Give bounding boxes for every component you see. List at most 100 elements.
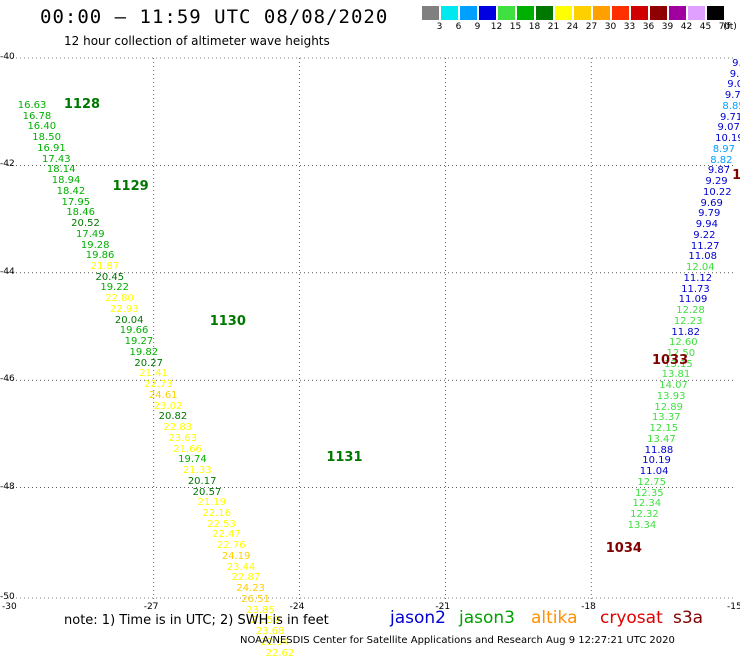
lon-label: -24	[289, 602, 305, 612]
wave-height-value: 12.32	[630, 509, 659, 521]
wave-height-value: 20.82	[158, 411, 188, 423]
wave-height-value: 22.94	[260, 636, 290, 648]
legend-swatch	[517, 6, 534, 20]
lat-label: -44	[0, 266, 15, 277]
wave-height-value: 9.79	[698, 208, 721, 220]
lat-label: -40	[0, 52, 15, 62]
page-subtitle: 12 hour collection of altimeter wave hei…	[64, 34, 330, 48]
wave-height-value: 21.87	[90, 260, 120, 272]
wave-height-value: 11.12	[683, 272, 713, 284]
wave-height-value: 9.69	[700, 197, 723, 209]
credit-text: NOAA/NESDIS Center for Satellite Applica…	[240, 635, 675, 646]
legend-label: 15	[509, 22, 522, 32]
wave-height-value: 13.47	[647, 433, 676, 445]
legend-label: 42	[680, 22, 693, 32]
wave-height-value: 9.94	[695, 219, 718, 231]
wave-height-value: 20.52	[71, 218, 100, 230]
wave-height-value: 22.62	[265, 647, 295, 659]
legend-unit: (ft)	[723, 22, 737, 32]
wave-height-value: 22.87	[231, 572, 261, 584]
lon-label: -18	[581, 602, 596, 612]
wave-height-value: 14.07	[659, 380, 688, 392]
wave-height-value: 24.19	[221, 550, 251, 562]
wave-height-value: 12.35	[634, 487, 664, 499]
wave-height-value: 11.08	[688, 251, 718, 263]
wave-height-value: 19.66	[119, 325, 149, 337]
wave-height-value: 17.49	[76, 228, 105, 240]
wave-height-value: 26.51	[241, 593, 270, 605]
wave-height-value: 20.57	[192, 486, 222, 498]
legend-label: 45	[699, 22, 712, 32]
wave-height-value: 22.53	[207, 518, 236, 530]
wave-height-value: 21.66	[173, 443, 202, 455]
legend-swatch	[498, 6, 515, 20]
wave-height-value: 23.02	[153, 400, 183, 412]
wave-height-value: 9.	[729, 68, 740, 80]
wave-height-value: 8.97	[712, 143, 735, 155]
wave-height-value: 11.82	[671, 326, 701, 338]
legend-label: 70	[718, 22, 731, 32]
wave-height-value: 23.85	[246, 604, 275, 616]
wave-height-value: 10.19	[715, 133, 740, 145]
wave-height-value: 12.04	[685, 262, 715, 274]
legend-swatch	[555, 6, 572, 20]
legend-swatch	[574, 6, 591, 20]
wave-height-value: 19.27	[124, 336, 154, 348]
lat-label: -42	[0, 159, 15, 170]
wave-height-value: 16.63	[17, 99, 47, 111]
wave-height-value: 18.46	[66, 207, 95, 219]
legend-label: 39	[661, 22, 674, 32]
wave-height-value: 20.04	[114, 314, 144, 326]
wave-height-value: 13.81	[661, 369, 691, 381]
wave-height-value: 17.95	[61, 196, 91, 208]
satellite-cryosat: cryosat	[600, 608, 663, 628]
wave-height-value: 12.23	[673, 315, 703, 327]
legend-swatch	[479, 6, 496, 20]
legend-swatch	[707, 6, 724, 20]
legend-swatch	[688, 6, 705, 20]
legend-label: 36	[642, 22, 655, 32]
lat-label: -46	[0, 374, 15, 385]
wave-height-value: 22.76	[216, 540, 246, 552]
wave-height-value: 11.73	[681, 283, 710, 295]
legend-swatch	[460, 6, 477, 20]
wave-height-value: 11.04	[639, 466, 669, 478]
wave-height-value: 9.22	[693, 229, 716, 241]
wave-height-value: 22.80	[105, 293, 134, 305]
legend-label: 24	[566, 22, 579, 32]
wave-height-value: 23.44	[226, 561, 256, 573]
wave-height-value: 12.15	[649, 423, 679, 435]
lon-label: -15	[727, 602, 740, 612]
legend-label: 18	[528, 22, 541, 32]
wave-height-value: 9.29	[705, 176, 728, 188]
pass-number-label: 1033	[651, 353, 689, 369]
wave-height-value: 23.68	[255, 626, 285, 638]
page-title: 00:00 – 11:59 UTC 08/08/2020	[40, 6, 389, 28]
pass-number-label: 1129	[112, 178, 149, 194]
legend-label: 21	[547, 22, 560, 32]
lon-label: -21	[435, 602, 451, 612]
legend-swatch	[422, 6, 439, 20]
satellite-altika: altika	[531, 608, 578, 628]
legend-swatch	[593, 6, 610, 20]
wave-height-value: 10.19	[642, 455, 671, 467]
wave-height-value: 19.82	[129, 346, 159, 358]
wave-height-value: 18.50	[32, 132, 61, 144]
wave-height-value: 23.63	[168, 432, 198, 444]
lat-label: -50	[0, 592, 15, 602]
legend-swatch	[650, 6, 667, 20]
pass-number-label: 1128	[63, 96, 101, 112]
wave-height-value: 12.89	[654, 401, 684, 413]
lon-label: -27	[143, 602, 159, 612]
legend-label: 3	[436, 22, 443, 32]
wave-height-value: 9.7	[724, 90, 740, 102]
satellite-jason3: jason3	[459, 608, 515, 628]
legend-label: 27	[585, 22, 598, 32]
legend-label: 33	[623, 22, 636, 32]
wave-height-value: 21.59	[251, 615, 280, 627]
wave-height-value: 19.74	[178, 454, 207, 466]
wave-height-value: 21.33	[182, 465, 212, 477]
wave-height-value: 16.78	[22, 110, 52, 122]
wave-height-value: 21.19	[197, 497, 227, 509]
wave-height-value: 9.0	[727, 79, 740, 91]
